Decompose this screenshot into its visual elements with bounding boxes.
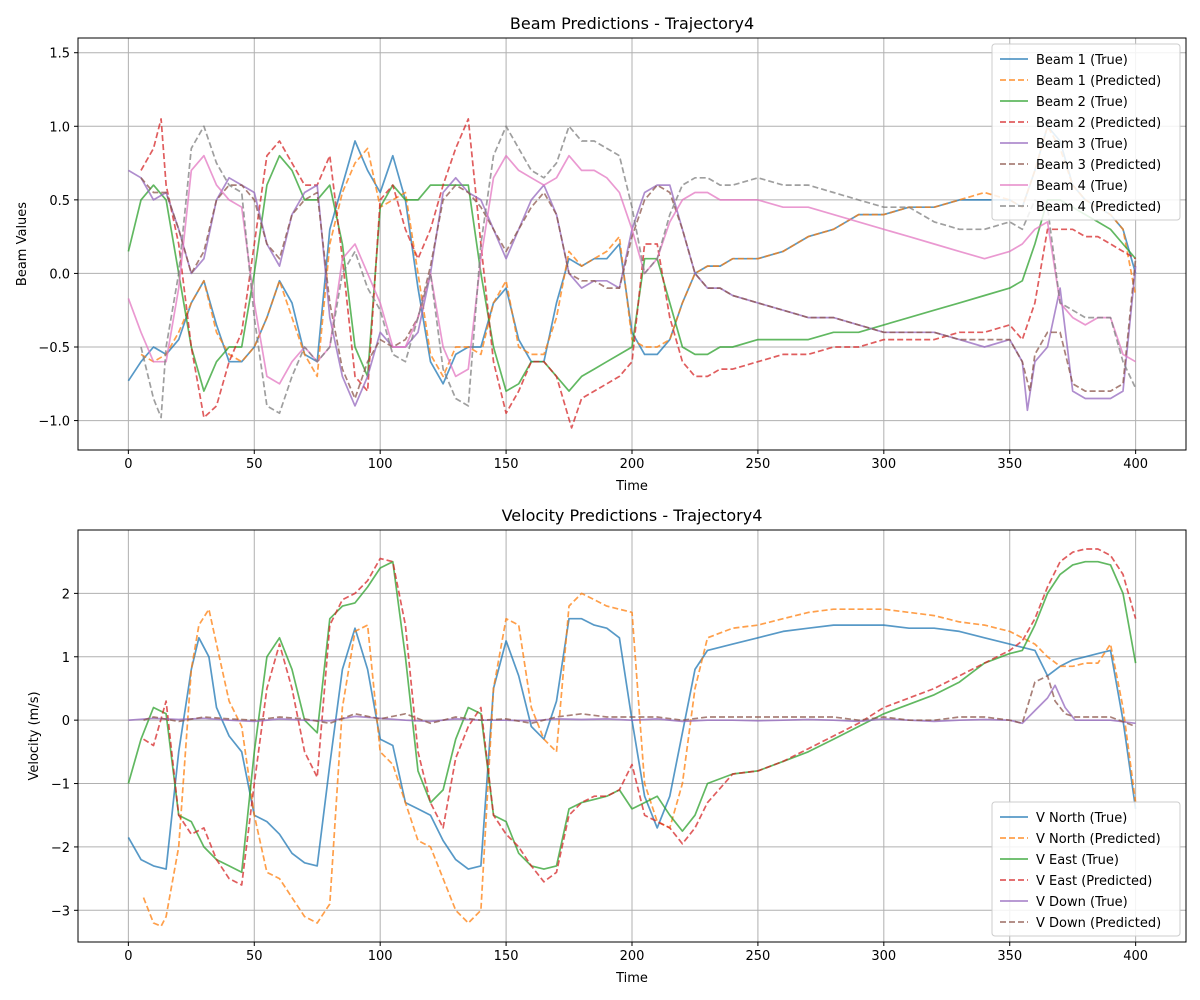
- legend-label: Beam 1 (True): [1036, 53, 1128, 68]
- legend: V North (True) V North (Predicted) V East …: [991, 801, 1181, 937]
- legend-label: V Down (True): [1036, 895, 1128, 910]
- y-tick-label: −1.0: [38, 415, 70, 430]
- legend-label: Beam 3 (Predicted): [1036, 158, 1161, 173]
- x-tick-label: 200: [620, 457, 645, 472]
- legend-label: Beam 4 (True): [1036, 179, 1128, 194]
- x-tick-label: 0: [124, 949, 132, 964]
- series-line-2: [142, 592, 1137, 928]
- chart-1: 0 50 100 150 200 250 300 350 400 −1.0 −0.5 0.0 0.5 1.…: [15, 14, 1187, 494]
- series-line-4: [143, 548, 1137, 886]
- series-line-8: [140, 125, 1137, 419]
- y-tick-label: −3: [51, 904, 70, 919]
- legend-label: Beam 1 (Predicted): [1036, 74, 1161, 89]
- x-tick-label: 100: [368, 949, 393, 964]
- series-line-2: [140, 125, 1137, 378]
- series-line-3: [127, 154, 1137, 392]
- y-tick-label: 0.0: [49, 267, 70, 282]
- legend-label: V East (True): [1036, 853, 1119, 868]
- y-tick-label: −2: [51, 841, 70, 856]
- x-tick-label: 100: [368, 457, 393, 472]
- y-axis-label: Velocity (m/s): [27, 691, 42, 780]
- legend-label: V East (Predicted): [1036, 874, 1152, 889]
- series-line-7: [127, 154, 1137, 385]
- chart-title: Velocity Predictions - Trajectory4: [502, 506, 763, 525]
- legend-label: Beam 4 (Predicted): [1036, 200, 1161, 215]
- x-axis-label: Time: [615, 479, 648, 494]
- chart-title: Beam Predictions - Trajectory4: [510, 14, 754, 33]
- x-tick-label: 150: [494, 949, 519, 964]
- legend-label: V North (True): [1036, 811, 1127, 826]
- x-tick-label: 200: [620, 949, 645, 964]
- legend-label: V North (Predicted): [1036, 832, 1161, 847]
- chart-2: 0 50 100 150 200 250 300 350 400 −3 −2 −1 0 1 2 Velocit…: [27, 506, 1187, 986]
- y-tick-label: −1: [51, 778, 70, 793]
- x-tick-label: 300: [871, 457, 896, 472]
- series-line-6: [140, 177, 1137, 400]
- x-tick-label: 300: [871, 949, 896, 964]
- x-tick-label: 50: [246, 949, 263, 964]
- x-tick-label: 350: [997, 949, 1022, 964]
- x-tick-label: 350: [997, 457, 1022, 472]
- x-tick-label: 0: [124, 457, 132, 472]
- legend-frame: [991, 43, 1181, 221]
- series-line-4: [140, 118, 1137, 429]
- y-tick-label: 1: [62, 651, 70, 666]
- y-tick-label: −0.5: [38, 341, 70, 356]
- y-tick-label: 1.0: [49, 120, 70, 135]
- series-line-6: [143, 674, 1136, 728]
- x-axis-label: Time: [615, 971, 648, 986]
- y-tick-label: 2: [62, 587, 70, 602]
- legend-label: Beam 2 (Predicted): [1036, 116, 1161, 131]
- x-tick-label: 400: [1123, 949, 1148, 964]
- x-tick-label: 150: [494, 457, 519, 472]
- legend-frame: [991, 801, 1181, 937]
- x-tick-label: 250: [745, 457, 770, 472]
- legend-label: Beam 3 (True): [1036, 137, 1128, 152]
- y-tick-label: 0: [62, 714, 70, 729]
- y-tick-label: 0.5: [49, 194, 70, 209]
- legend-label: Beam 2 (True): [1036, 95, 1128, 110]
- y-tick-label: 1.5: [49, 47, 70, 62]
- y-axis-label: Beam Values: [15, 202, 30, 286]
- x-tick-label: 250: [745, 949, 770, 964]
- x-tick-label: 50: [246, 457, 263, 472]
- series-line-3: [127, 560, 1137, 874]
- legend-label: V Down (Predicted): [1036, 916, 1161, 931]
- legend: Beam 1 (True) Beam 1 (Predicted) Beam 2 (T…: [991, 43, 1181, 221]
- x-tick-label: 400: [1123, 457, 1148, 472]
